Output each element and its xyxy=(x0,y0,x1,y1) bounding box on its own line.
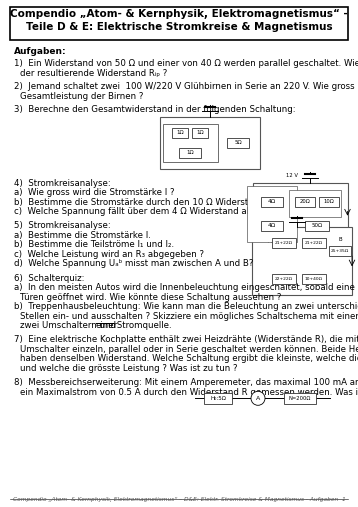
Text: Aufgaben:: Aufgaben: xyxy=(14,47,67,56)
Text: 6)  Schalterquiz:: 6) Schalterquiz: xyxy=(14,274,84,282)
Bar xyxy=(172,128,188,137)
Text: und welche die grösste Leistung ? Was ist zu tun ?: und welche die grösste Leistung ? Was is… xyxy=(20,364,237,373)
Text: Compendio „Atom- & Kernphysik, Elektromagnetismus“ -: Compendio „Atom- & Kernphysik, Elektroma… xyxy=(10,9,348,19)
Bar xyxy=(272,238,296,248)
Bar xyxy=(302,238,326,248)
Bar xyxy=(261,197,283,206)
Text: Stellen ein- und ausschalten ? Skizziere ein mögliches Schaltschema mit einer La: Stellen ein- und ausschalten ? Skizziere… xyxy=(20,311,358,320)
Bar xyxy=(252,183,348,244)
Circle shape xyxy=(251,391,265,405)
Text: 10Ω: 10Ω xyxy=(324,199,334,204)
Text: a)  In den meisten Autos wird die Innenbeleuchtung eingeschaltet, sobald eine de: a) In den meisten Autos wird die Innenbe… xyxy=(14,283,358,292)
Bar xyxy=(252,227,352,295)
Text: b)  Bestimme die Teilströme I₁ und I₂.: b) Bestimme die Teilströme I₁ und I₂. xyxy=(14,240,174,249)
Text: Stromquelle.: Stromquelle. xyxy=(114,321,171,330)
Text: 22+22Ω: 22+22Ω xyxy=(275,277,293,281)
Text: 1Ω: 1Ω xyxy=(176,130,184,135)
Text: H₀:5Ω: H₀:5Ω xyxy=(210,396,226,401)
Bar xyxy=(247,186,297,241)
Text: 20Ω: 20Ω xyxy=(300,199,310,204)
Text: A: A xyxy=(268,239,272,244)
Text: 4)  Stromkreisanalyse:: 4) Stromkreisanalyse: xyxy=(14,178,111,188)
Text: 8)  Messbereichserweiterung: Mit einem Amperemeter, das maximal 100 mA anzeigt, : 8) Messbereichserweiterung: Mit einem Am… xyxy=(14,378,358,387)
Text: N=200Ω: N=200Ω xyxy=(289,396,311,401)
Text: 3)  Berechne den Gesamtwiderstand in der folgenden Schaltung:: 3) Berechne den Gesamtwiderstand in der … xyxy=(14,105,296,114)
Text: d)  Welche Spannung Uₐᵇ misst man zwischen A und B?: d) Welche Spannung Uₐᵇ misst man zwische… xyxy=(14,259,253,268)
Bar xyxy=(272,274,296,284)
Text: 21+22Ω: 21+22Ω xyxy=(305,241,323,245)
Text: 10+40Ω: 10+40Ω xyxy=(305,277,323,281)
Text: 100 V: 100 V xyxy=(275,217,289,222)
Text: 1)  Ein Widerstand von 50 Ω und einer von 40 Ω werden parallel geschaltet. Wie g: 1) Ein Widerstand von 50 Ω und einer von… xyxy=(14,59,358,68)
Text: Gesamtleistung der Birnen ?: Gesamtleistung der Birnen ? xyxy=(20,92,143,101)
Bar xyxy=(204,393,232,404)
Bar xyxy=(10,7,348,40)
Text: b)  Treppenhausbeleuchtung: Wie kann man die Beleuchtung an zwei unterschiedlich: b) Treppenhausbeleuchtung: Wie kann man … xyxy=(14,302,358,311)
Text: 1Ω: 1Ω xyxy=(186,150,194,155)
Text: a)  Wie gross wird die Stromstärke I ?: a) Wie gross wird die Stromstärke I ? xyxy=(14,188,174,197)
Text: zwei Umschaltern und: zwei Umschaltern und xyxy=(20,321,119,330)
Text: Umschalter einzeln, parallel oder in Serie geschaltet werden können. Beide Heizd: Umschalter einzeln, parallel oder in Ser… xyxy=(20,345,358,354)
Text: 50Ω: 50Ω xyxy=(311,223,323,228)
Text: 5Ω: 5Ω xyxy=(234,140,242,145)
Text: 5)  Stromkreisanalyse:: 5) Stromkreisanalyse: xyxy=(14,221,111,230)
Text: ein Maximalstrom von 0.5 A durch den Widerstand R gemessen werden. Was ist zu tu: ein Maximalstrom von 0.5 A durch den Wid… xyxy=(20,387,358,396)
Text: B: B xyxy=(338,237,342,242)
Bar xyxy=(261,221,283,231)
Bar xyxy=(329,246,351,257)
Text: 12 V: 12 V xyxy=(286,173,298,178)
Text: 4Ω: 4Ω xyxy=(268,223,276,228)
Text: b)  Bestimme die Stromstärke durch den 10 Ω Widerstand ?: b) Bestimme die Stromstärke durch den 10… xyxy=(14,198,272,206)
Bar xyxy=(227,137,249,148)
Text: einer: einer xyxy=(96,321,118,330)
Bar xyxy=(289,190,341,216)
Text: 4Ω: 4Ω xyxy=(268,199,276,204)
Text: c)  Welche Spannung fällt über dem 4 Ω Widerstand ab ?: c) Welche Spannung fällt über dem 4 Ω Wi… xyxy=(14,207,260,216)
Bar xyxy=(305,221,329,231)
Text: 7)  Eine elektrische Kochplatte enthält zwei Heizdrähte (Widerstände R), die mit: 7) Eine elektrische Kochplatte enthält z… xyxy=(14,335,358,344)
Text: c)  Welche Leistung wird an R₃ abgegeben ?: c) Welche Leistung wird an R₃ abgegeben … xyxy=(14,250,204,259)
Bar xyxy=(179,148,201,158)
Bar xyxy=(284,393,316,404)
Text: 25+35Ω: 25+35Ω xyxy=(331,249,349,254)
Text: Türen geöffnet wird. Wie könnte diese Schaltung aussehen ?: Türen geöffnet wird. Wie könnte diese Sc… xyxy=(20,293,281,302)
Text: 21+22Ω: 21+22Ω xyxy=(275,241,293,245)
Bar xyxy=(163,124,218,162)
Text: 1Ω: 1Ω xyxy=(196,130,204,135)
Text: A: A xyxy=(256,396,260,401)
Text: haben denselben Widerstand. Welche Schaltung ergibt die kleinste, welche die mit: haben denselben Widerstand. Welche Schal… xyxy=(20,354,358,364)
Text: 2)  Jemand schaltet zwei  100 W/220 V Glühbirnen in Serie an 220 V. Wie gross is: 2) Jemand schaltet zwei 100 W/220 V Glüh… xyxy=(14,82,358,91)
Bar xyxy=(319,197,339,206)
Text: Compendio „Atom- & Kernphysik, Elektromagnetismus“ – D&E: Elektr. Stromkreise & : Compendio „Atom- & Kernphysik, Elektroma… xyxy=(13,497,345,502)
Bar xyxy=(302,274,326,284)
Bar xyxy=(160,117,260,168)
Bar xyxy=(192,128,208,137)
Text: der resultierende Widerstand Rᵢₚ ?: der resultierende Widerstand Rᵢₚ ? xyxy=(20,69,167,78)
Bar xyxy=(295,197,315,206)
Text: a)  Bestimme die Stromstärke I.: a) Bestimme die Stromstärke I. xyxy=(14,231,151,240)
Text: Teile D & E: Elektrische Stromkreise & Magnetismus: Teile D & E: Elektrische Stromkreise & M… xyxy=(26,22,332,32)
